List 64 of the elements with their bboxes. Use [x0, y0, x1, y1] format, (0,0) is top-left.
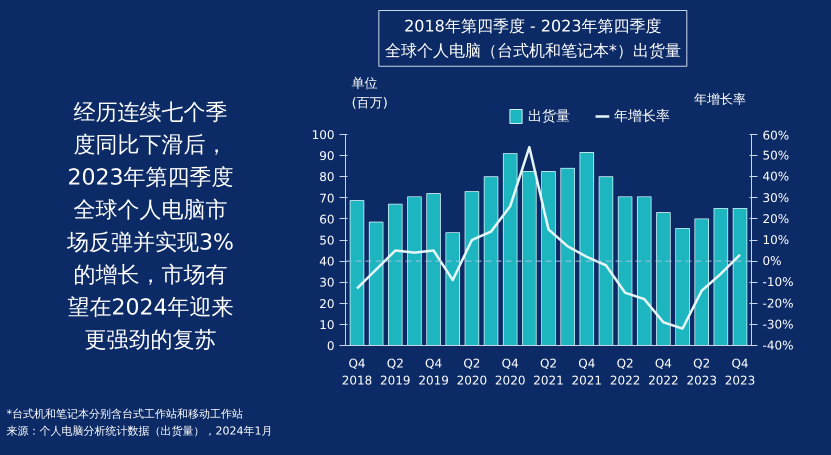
- line-series: [356, 146, 742, 330]
- bar: [350, 200, 364, 346]
- x-tick-label: Q4 2022: [648, 356, 679, 388]
- y2-tick-label: 20%: [762, 212, 790, 226]
- y-tick-label: 0: [326, 339, 335, 353]
- y-tick-label: 30: [319, 276, 335, 290]
- x-tick-label: Q2 2021: [533, 356, 564, 388]
- bar: [598, 176, 614, 346]
- y2-tick-label: -30%: [762, 317, 794, 332]
- bar: [560, 168, 575, 346]
- y2-tick-label: -20%: [762, 296, 794, 310]
- x-tick-label: Q4 2023: [724, 356, 756, 388]
- bar: [714, 208, 728, 346]
- bar: [694, 218, 709, 346]
- y-axis-title: 单位 (百万): [352, 76, 388, 111]
- text: *台式机和笔记本分别含台式工作站和移动工作站: [6, 408, 243, 420]
- y2-tick-label: 30%: [762, 190, 790, 205]
- y2-tick-label: -10%: [762, 275, 794, 290]
- bar: [541, 171, 556, 346]
- bar: [732, 208, 748, 346]
- y2-tick-label: -40%: [762, 338, 794, 352]
- x-tick-label: Q4 2020: [494, 356, 526, 388]
- y2-tick-label: 60%: [762, 128, 790, 142]
- x-tick-label: Q4 2019: [418, 356, 449, 388]
- bar: [426, 193, 441, 346]
- text: 经历连续七个季度同比下滑后，2023年第四季度全球个人电脑市场反弹并实现3%的增长，市场有望在2024年迎来更强劲的复苏: [66, 100, 234, 353]
- bar: [445, 232, 460, 346]
- bar: [618, 196, 632, 346]
- y-tick-label: 60: [319, 212, 335, 226]
- bar: [522, 171, 537, 346]
- bar: [502, 153, 518, 346]
- y2-tick-label: 40%: [762, 170, 790, 184]
- bar: [464, 191, 480, 346]
- y2-axis-title: 年增长率: [694, 92, 746, 108]
- y-tick-label: 100: [312, 128, 334, 142]
- x-tick-label: Q2 2022: [610, 356, 640, 388]
- x-tick-label: Q4 2018: [342, 356, 372, 388]
- bar: [368, 222, 384, 346]
- bar: [484, 176, 498, 346]
- x-tick-label: Q2 2019: [380, 356, 411, 388]
- legend-label: 出货量: [528, 108, 570, 124]
- x-tick-label: Q2 2020: [456, 356, 488, 388]
- y2-tick-label: 50%: [762, 148, 790, 163]
- y-tick-label: 40: [319, 254, 335, 269]
- x-tick-label: Q2 2023: [686, 356, 717, 388]
- bar: [580, 152, 594, 346]
- y-tick-label: 80: [319, 170, 335, 184]
- legend-label: 年增长率: [614, 108, 670, 124]
- bar: [656, 212, 671, 346]
- y-tick-label: 70: [319, 191, 335, 206]
- chart-subtitle: 全球个人电脑（台式机和笔记本*）出货量: [384, 41, 681, 60]
- chart-title: 2018年第四季度 - 2023年第四季度: [404, 16, 662, 36]
- source-note: 来源：个人电脑分析统计数据（出货量），2024年1月: [6, 424, 272, 438]
- x-tick-label: Q4 2021: [572, 356, 602, 388]
- y2-tick-label: 10%: [762, 233, 790, 247]
- y-tick-label: 20: [319, 296, 335, 311]
- y-tick-label: 50: [319, 234, 335, 248]
- bar: [388, 204, 403, 346]
- y-tick-label: 10: [319, 318, 335, 332]
- bar: [636, 196, 652, 346]
- bar: [675, 228, 690, 346]
- bar: [407, 196, 422, 346]
- y-tick-label: 90: [319, 149, 335, 164]
- y2-tick-label: 0%: [762, 254, 782, 268]
